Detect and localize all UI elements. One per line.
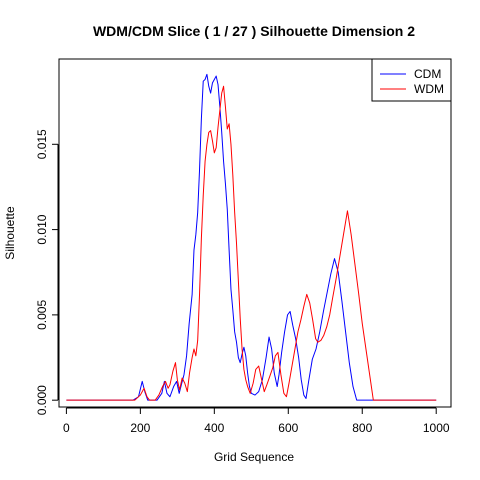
x-tick-label: 400: [204, 421, 224, 435]
x-tick-label: 0: [63, 421, 70, 435]
series-line-cdm: [66, 73, 437, 401]
y-tick-label: 0.010: [35, 214, 49, 244]
y-tick-label: 0.000: [35, 385, 49, 415]
chart-title: WDM/CDM Slice ( 1 / 27 ) Silhouette Dime…: [93, 23, 415, 39]
x-tick-label: 600: [278, 421, 298, 435]
legend-box: [371, 58, 452, 102]
x-tick-label: 800: [352, 421, 372, 435]
y-axis-label: Silhouette: [3, 206, 17, 260]
legend-label-cdm: CDM: [414, 67, 441, 81]
y-tick-label: 0.005: [35, 300, 49, 330]
series-layer: [66, 73, 437, 401]
legend-label-wdm: WDM: [414, 82, 444, 96]
plot-frame: [58, 58, 452, 408]
series-line-wdm: [66, 85, 437, 401]
y-tick-label: 0.015: [35, 129, 49, 159]
legend: CDM WDM: [371, 58, 452, 102]
y-axis: 0.000 0.005 0.010 0.015: [35, 129, 59, 415]
x-tick-label: 200: [130, 421, 150, 435]
x-axis: 0 200 400 600 800 1000: [63, 407, 450, 435]
x-tick-label: 1000: [423, 421, 450, 435]
x-axis-label: Grid Sequence: [214, 450, 294, 464]
